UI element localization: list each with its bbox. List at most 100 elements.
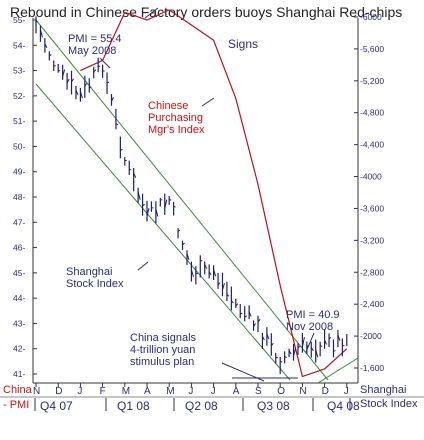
right-tick-label: -5,600	[360, 44, 384, 54]
price-bar-close	[75, 89, 79, 96]
left-tick-label: 43-	[13, 318, 25, 328]
axis-ticks: 55- 54- 53- 52- 51- 50- 49- 48- 47- 46- 45- 44- 43- 4…	[13, 12, 384, 413]
pmi-series-label-line3: Mgr's Index	[148, 124, 205, 136]
stimulus-annotation-line3: stimulus plan	[130, 356, 194, 368]
price-bar-close	[71, 78, 74, 83]
price-bar-close	[120, 148, 123, 152]
left-tick-label: 45-	[13, 268, 25, 278]
pmi-low-pointer	[305, 332, 315, 353]
price-bar-close	[89, 86, 92, 89]
price-bar-close	[226, 294, 230, 297]
pmi-low-annotation-line2: Nov 2008	[286, 321, 333, 333]
right-tick-label: -5,200	[360, 76, 384, 86]
left-tick-label: 46-	[13, 243, 25, 253]
price-bar-close	[84, 82, 88, 87]
price-bar-close	[280, 360, 283, 363]
price-bar-close	[66, 78, 70, 84]
price-bar-close	[44, 43, 48, 49]
price-bar-close	[195, 272, 199, 275]
pmi-series-label-line2: Purchasing	[148, 112, 203, 124]
right-tick-label: -3,600	[360, 203, 384, 213]
price-bar-close	[111, 97, 114, 102]
shanghai-series	[35, 16, 348, 375]
left-tick-label: 51-	[13, 116, 25, 126]
right-tick-label: -1,600	[360, 363, 384, 373]
left-tick-label: 48-	[13, 192, 25, 202]
price-bar-close	[230, 300, 234, 304]
left-tick-label: 47-	[13, 217, 25, 227]
right-tick-label: -2,400	[360, 299, 384, 309]
month-label: S	[255, 386, 262, 397]
price-bar-close	[310, 346, 314, 352]
plot-frame	[0, 18, 424, 398]
price-bar-close	[142, 203, 145, 207]
right-tick-label: -2,800	[360, 267, 384, 277]
price-bar-close	[155, 208, 159, 217]
month-label: D	[322, 386, 329, 397]
pmi-label-pointer	[201, 97, 215, 107]
price-bar-close	[168, 198, 172, 201]
price-bar-close	[235, 303, 239, 307]
price-bar-close	[177, 229, 181, 232]
bottom-left-label-line2: - PMI	[3, 399, 29, 411]
price-bar-close	[190, 269, 194, 277]
right-tick-label: -2000	[360, 331, 382, 341]
price-bar-close	[324, 339, 328, 345]
price-bar-close	[293, 348, 297, 357]
shanghai-series-label-line1: Shanghai	[66, 266, 113, 278]
month-label: A	[233, 386, 240, 397]
price-bar-close	[173, 206, 176, 208]
pmi-peak-pointer	[144, 7, 159, 19]
price-bar-close	[93, 69, 97, 73]
trend-line-rebound	[317, 357, 359, 384]
price-bar-close	[164, 199, 168, 209]
signs-label: Signs	[228, 37, 258, 51]
price-bar-close	[288, 350, 292, 355]
chart-title: Rebound in Chinese Factory orders buoys …	[10, 4, 403, 20]
price-bar-close	[319, 345, 323, 348]
price-bar-close	[262, 336, 265, 341]
pmi-high-annotation-line2: May 2008	[68, 45, 116, 57]
left-tick-label: 52-	[13, 91, 25, 101]
right-tick-label: -4,800	[360, 108, 384, 118]
price-bar-close	[182, 242, 185, 246]
trend-line-lower	[35, 83, 291, 381]
price-bar-close	[79, 91, 83, 99]
month-label: N	[299, 386, 306, 397]
price-bar-close	[315, 349, 319, 358]
price-bar-close	[257, 318, 261, 323]
month-label: N	[33, 386, 40, 397]
left-tick-label: 41-	[13, 369, 25, 379]
month-label: A	[144, 386, 151, 397]
quarter-label: Q2 08	[185, 399, 218, 413]
price-bar-close	[270, 342, 274, 347]
price-bar-close	[35, 20, 39, 23]
right-tick-label: -6000	[360, 12, 382, 22]
bottom-left-label-line1: China	[3, 384, 33, 396]
pmi-series	[80, 9, 348, 378]
left-tick-label: 53-	[13, 66, 25, 76]
month-label: J	[344, 386, 349, 397]
right-tick-label: -3,200	[360, 235, 384, 245]
left-tick-label: 44-	[13, 293, 25, 303]
left-tick-label: 54-	[13, 40, 25, 50]
price-bar-close	[328, 336, 332, 340]
pmi-line	[80, 9, 348, 378]
price-bar-close	[244, 315, 247, 318]
stimulus-annotation-line2: 4-trillion yuan	[130, 344, 195, 356]
month-label: J	[188, 386, 193, 397]
left-tick-label: 55-	[13, 15, 25, 25]
price-bar-close	[115, 123, 119, 126]
month-label: D	[55, 386, 62, 397]
stimulus-annotation-line1: China signals	[130, 332, 197, 344]
pmi-high-annotation-line1: PMI = 55.4	[68, 33, 122, 45]
price-bar-close	[248, 311, 252, 317]
price-bar-close	[333, 350, 336, 352]
quarter-label: Q4 08	[327, 399, 360, 413]
price-bar-close	[266, 333, 270, 340]
shanghai-label-pointer	[137, 261, 149, 271]
price-bar-close	[253, 323, 256, 327]
bottom-right-label-line2: Stock Index	[360, 398, 418, 410]
month-label: M	[122, 386, 130, 397]
